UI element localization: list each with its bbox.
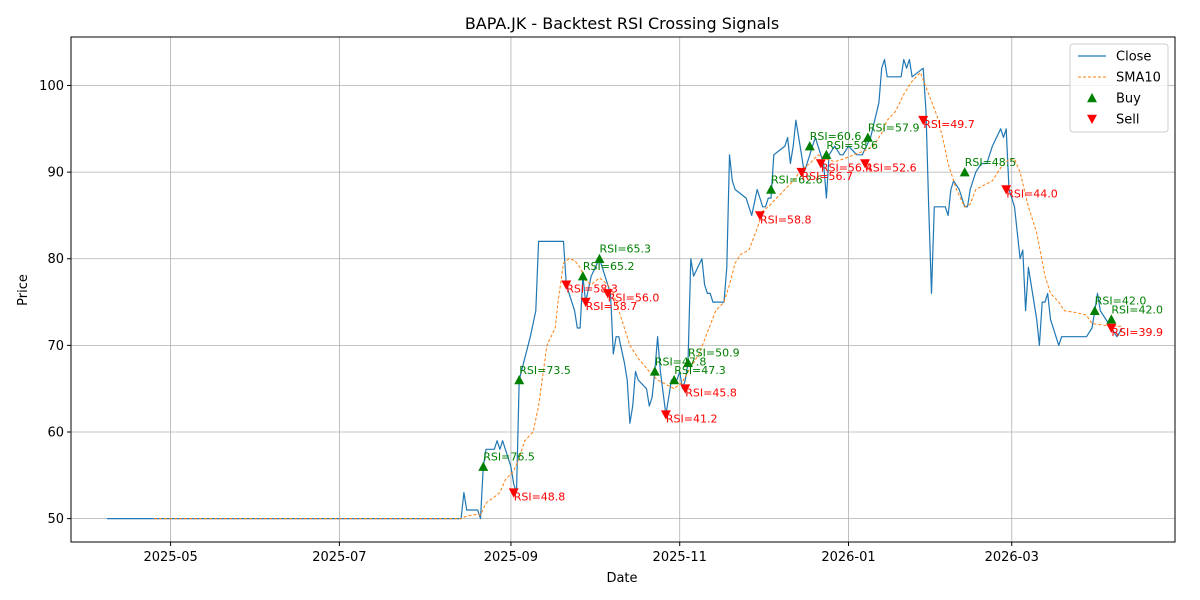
x-tick-label: 2025-05 — [143, 550, 197, 565]
sell-rsi-label: RSI=56.4 — [821, 161, 873, 174]
legend-label: Sell — [1116, 113, 1139, 128]
buy-marker — [649, 366, 660, 376]
buy-marker — [478, 461, 489, 471]
buy-marker — [514, 375, 525, 385]
sell-marker — [796, 167, 807, 178]
buy-marker — [862, 132, 873, 142]
legend-item-sma10: SMA10 — [1078, 71, 1161, 86]
legend: Close SMA10 Buy Sell — [1069, 43, 1169, 133]
sma10-line — [154, 72, 1123, 520]
y-tick-label: 60 — [47, 425, 64, 440]
sell-marker — [508, 488, 519, 498]
sell-marker — [680, 384, 691, 394]
buy-marker — [577, 271, 588, 281]
buy-marker — [594, 253, 605, 263]
buy-rsi-label: RSI=65.2 — [583, 260, 635, 273]
buy-marker — [669, 375, 680, 385]
legend-swatch-sell — [1087, 114, 1097, 124]
close-line — [107, 58, 1123, 520]
x-tick-label: 2026-01 — [821, 550, 875, 565]
sell-marker — [1106, 323, 1117, 334]
sell-rsi-label: RSI=41.2 — [666, 413, 718, 426]
y-axis-label: Price — [16, 274, 31, 306]
buy-marker — [821, 149, 832, 160]
buy-rsi-label: RSI=50.9 — [688, 347, 740, 360]
buy-rsi-label: RSI=62.6 — [771, 173, 823, 186]
x-tick-label: 2026-03 — [985, 550, 1039, 565]
sell-rsi-label: RSI=56.7 — [801, 170, 853, 183]
sell-marker — [754, 211, 765, 221]
sell-rsi-label: RSI=58.7 — [586, 300, 638, 313]
legend-label: Close — [1116, 50, 1151, 65]
buy-marker — [959, 167, 970, 177]
sell-rsi-label: RSI=58.8 — [760, 213, 812, 226]
legend-label: Buy — [1116, 92, 1141, 107]
y-tick-label: 90 — [47, 166, 64, 181]
x-tick-label: 2025-09 — [484, 550, 538, 565]
buy-rsi-label: RSI=65.3 — [599, 243, 651, 256]
sell-rsi-label: RSI=44.0 — [1006, 187, 1058, 200]
sell-rsi-label: RSI=56.0 — [608, 291, 660, 304]
legend-box — [1069, 43, 1169, 133]
legend-swatch-buy — [1087, 93, 1097, 103]
buy-rsi-label: RSI=60.6 — [810, 130, 862, 143]
buy-marker — [1089, 305, 1100, 315]
buy-rsi-label: RSI=42.0 — [1111, 303, 1163, 316]
signal-markers: RSI=76.5 RSI=73.5 RSI=65.2 RSI=65.3 RSI=47.8… — [478, 115, 1163, 504]
plot-area-frame — [70, 36, 1176, 543]
buy-marker — [804, 141, 815, 151]
buy-marker — [683, 357, 694, 367]
buy-rsi-label: RSI=58.6 — [826, 139, 878, 152]
sell-marker — [561, 280, 572, 290]
sell-rsi-label: RSI=49.7 — [923, 118, 975, 131]
x-axis-label: Date — [606, 571, 637, 586]
buy-rsi-label: RSI=76.5 — [483, 451, 535, 464]
legend-label: SMA10 — [1116, 71, 1161, 86]
sell-rsi-label: RSI=48.8 — [514, 491, 566, 504]
buy-marker — [1106, 314, 1117, 324]
series-lines — [107, 58, 1123, 520]
buy-marker — [766, 184, 777, 194]
sell-marker — [918, 115, 929, 126]
buy-rsi-label: RSI=47.8 — [655, 355, 707, 368]
sell-rsi-label: RSI=45.8 — [685, 387, 737, 400]
sell-marker — [602, 289, 613, 299]
sell-rsi-label: RSI=52.6 — [865, 161, 917, 174]
legend-item-sell: Sell — [1087, 113, 1139, 128]
buy-rsi-label: RSI=57.9 — [868, 121, 920, 134]
x-tick-label: 2025-11 — [653, 550, 707, 565]
y-tick-label: 70 — [47, 339, 64, 354]
y-tick-label: 80 — [47, 252, 64, 267]
y-tick-label: 50 — [47, 512, 64, 527]
buy-rsi-label: RSI=47.3 — [674, 364, 726, 377]
axis-ticks: 2025-05 2025-07 2025-09 2025-11 2026-01 2026-… — [39, 79, 1039, 565]
sell-marker — [1001, 185, 1012, 195]
sell-rsi-label: RSI=39.9 — [1111, 326, 1163, 339]
legend-item-buy: Buy — [1087, 92, 1141, 107]
chart-title: BAPA.JK - Backtest RSI Crossing Signals — [465, 14, 779, 33]
grid-lines — [71, 37, 1175, 542]
y-tick-label: 100 — [39, 79, 64, 94]
x-tick-label: 2025-07 — [312, 550, 366, 565]
buy-rsi-label: RSI=48.5 — [965, 156, 1017, 169]
legend-item-close: Close — [1078, 50, 1151, 65]
sell-marker — [860, 159, 871, 169]
sell-marker — [815, 159, 826, 169]
buy-rsi-label: RSI=42.0 — [1095, 295, 1147, 308]
buy-rsi-label: RSI=73.5 — [519, 364, 571, 377]
sell-marker — [580, 297, 591, 308]
sell-marker — [660, 410, 671, 420]
